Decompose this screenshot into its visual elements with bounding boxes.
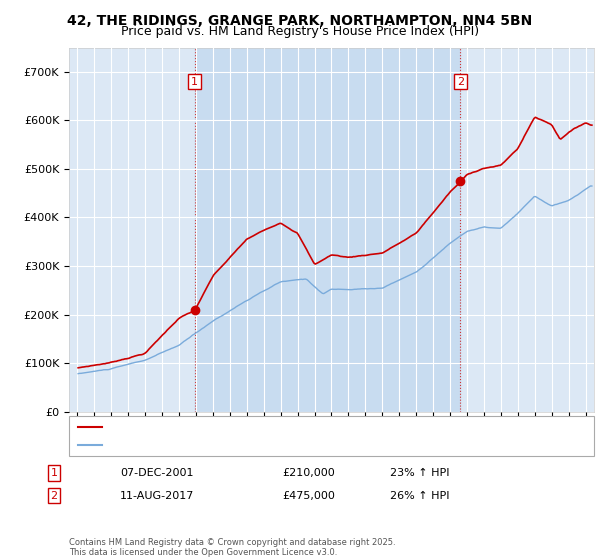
Text: 07-DEC-2001: 07-DEC-2001 bbox=[120, 468, 193, 478]
Text: 26% ↑ HPI: 26% ↑ HPI bbox=[390, 491, 449, 501]
Text: Contains HM Land Registry data © Crown copyright and database right 2025.
This d: Contains HM Land Registry data © Crown c… bbox=[69, 538, 395, 557]
Text: 42, THE RIDINGS, GRANGE PARK, NORTHAMPTON, NN4 5BN: 42, THE RIDINGS, GRANGE PARK, NORTHAMPTO… bbox=[67, 14, 533, 28]
Text: 23% ↑ HPI: 23% ↑ HPI bbox=[390, 468, 449, 478]
Text: £210,000: £210,000 bbox=[282, 468, 335, 478]
Text: 2: 2 bbox=[457, 77, 464, 87]
Text: 42, THE RIDINGS, GRANGE PARK, NORTHAMPTON, NN4 5BN (detached house): 42, THE RIDINGS, GRANGE PARK, NORTHAMPTO… bbox=[106, 422, 487, 432]
Text: 2: 2 bbox=[50, 491, 58, 501]
Bar bbox=[194, 48, 460, 412]
Text: Price paid vs. HM Land Registry's House Price Index (HPI): Price paid vs. HM Land Registry's House … bbox=[121, 25, 479, 38]
Text: 1: 1 bbox=[50, 468, 58, 478]
Text: 11-AUG-2017: 11-AUG-2017 bbox=[120, 491, 194, 501]
Text: £475,000: £475,000 bbox=[282, 491, 335, 501]
Text: 1: 1 bbox=[191, 77, 198, 87]
Text: HPI: Average price, detached house, West Northamptonshire: HPI: Average price, detached house, West… bbox=[106, 440, 403, 450]
